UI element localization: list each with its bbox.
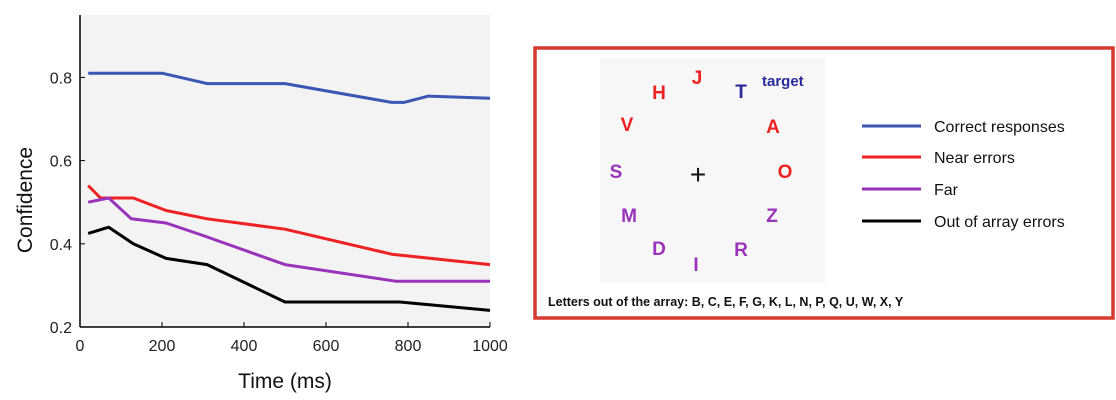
x-tick-label: 400	[231, 338, 258, 355]
array-letter: O	[778, 162, 793, 183]
array-letter: Z	[766, 206, 778, 227]
x-tick-label: 0	[76, 338, 85, 355]
fixation-cross: +	[690, 159, 706, 190]
array-letter: I	[693, 255, 698, 276]
array-letter: D	[652, 239, 666, 260]
target-label: target	[762, 73, 804, 90]
y-tick-label: 0.6	[50, 154, 72, 171]
x-tick-label: 200	[149, 338, 176, 355]
x-tick-label: 800	[395, 338, 422, 355]
legend-label: Correct responses	[934, 119, 1065, 136]
legend-label: Far	[934, 182, 959, 199]
footnote-out-of-array: Letters out of the array: B, C, E, F, G,…	[548, 295, 904, 309]
array-letter: M	[621, 206, 637, 227]
x-tick-label: 1000	[472, 338, 508, 355]
legend-label: Out of array errors	[934, 214, 1065, 231]
series-line-4	[87, 225, 491, 312]
y-tick-label: 0.8	[50, 70, 72, 87]
y-tick-label: 0.4	[50, 237, 72, 254]
array-letter: S	[610, 162, 623, 183]
array-panel-background	[600, 58, 825, 283]
array-letter: H	[652, 83, 666, 104]
plot-background	[80, 15, 490, 327]
array-letter: T	[735, 82, 747, 103]
y-axis-title: Confidence	[14, 147, 37, 253]
array-letter: J	[692, 68, 703, 89]
array-letter: R	[734, 240, 748, 261]
x-axis-title: Time (ms)	[238, 370, 332, 393]
array-letter: V	[621, 115, 634, 136]
series-line-3	[87, 196, 490, 283]
x-tick-label: 600	[313, 338, 340, 355]
y-tick-label: 0.2	[50, 320, 72, 337]
series-line-1	[88, 71, 491, 104]
legend-label: Near errors	[934, 150, 1015, 167]
array-letter: A	[766, 117, 780, 138]
